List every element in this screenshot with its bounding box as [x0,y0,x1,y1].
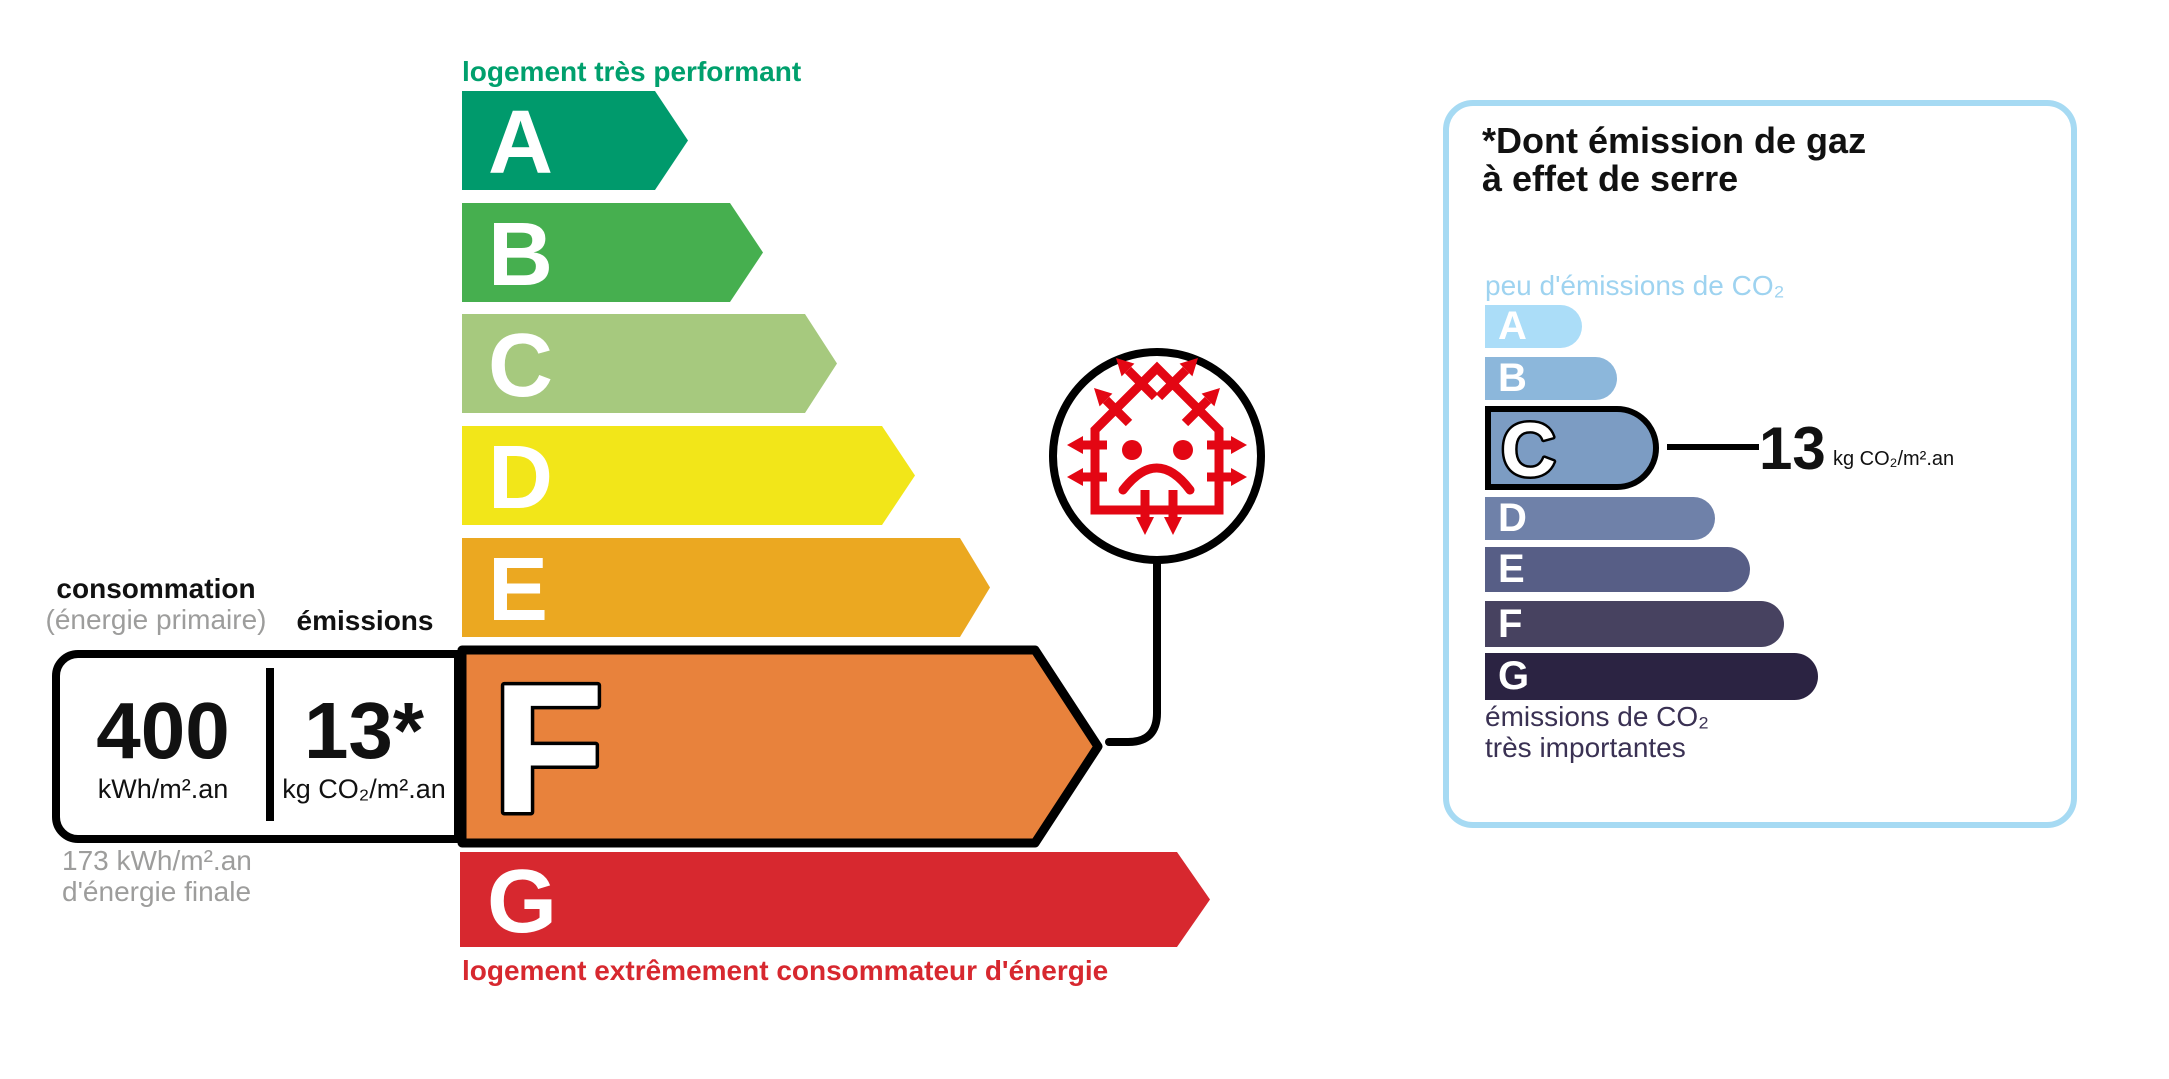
final-energy-line1: 173 kWh/m².an [62,845,252,876]
energy-bar-g [460,852,1210,947]
icon-connector-line [1105,555,1161,746]
co2-bar-b: B [1485,357,1617,400]
energy-bar-b [462,203,763,302]
emissions-cell: 13* kg CO₂/m².an [274,658,454,835]
energy-bar-e [462,538,990,637]
energy-bar-d-letter: D [488,428,553,528]
top-performance-caption: logement très performant [462,56,802,87]
emissions-unit: kg CO₂/m².an [282,773,446,804]
co2-high-emissions-line2: très importantes [1485,732,1686,763]
co2-bar-a-letter: A [1498,304,1527,348]
consumption-value: 400 [96,685,230,775]
co2-bar-g: G [1485,653,1818,700]
co2-low-emissions-caption: peu d'émissions de CO₂ [1485,270,1785,301]
final-energy-line2: d'énergie finale [62,876,252,907]
consumption-cell: 400 kWh/m².an [60,658,266,835]
energy-bar-e-letter: E [488,540,548,640]
energy-bar-a [462,91,688,190]
final-energy-note: 173 kWh/m².an d'énergie finale [62,845,252,907]
co2-rating-letter: C [1501,414,1556,488]
co2-bar-d-letter: D [1498,496,1527,540]
energy-bar-c-letter: C [488,316,553,416]
consumption-header-title: consommation [56,573,256,604]
co2-value-connector-line [1667,444,1759,450]
bottom-consumer-caption: logement extrêmement consommateur d'éner… [462,955,1109,986]
co2-emissions-panel: *Dont émission de gaz à effet de serre p… [1443,100,2077,828]
energy-bar-g-letter: G [487,852,557,952]
energy-bar-a-letter: A [488,93,553,193]
co2-panel-title-line2: à effet de serre [1482,158,1739,199]
energy-bar-c [462,314,837,413]
energy-rating-letter: F [492,645,604,851]
co2-value: 13 [1759,415,1826,482]
value-box-divider [266,668,274,821]
consumption-emissions-value-box: 400 kWh/m².an 13* kg CO₂/m².an [52,650,462,843]
consumption-unit: kWh/m².an [97,773,229,804]
energy-bar-f-selected [457,645,1103,848]
consumption-column-header: consommation (énergie primaire) [30,573,282,635]
consumption-header-subtitle: (énergie primaire) [45,604,267,635]
energy-bar-d [462,426,915,525]
emissions-column-header: émissions [296,605,434,636]
co2-bar-b-letter: B [1498,356,1527,400]
energy-bar-b-letter: B [488,205,553,305]
co2-bar-e: E [1485,547,1750,592]
co2-high-emissions-caption: émissions de CO₂ très importantes [1485,701,1709,763]
co2-high-emissions-line1: émissions de CO₂ [1485,701,1710,732]
co2-bar-c-selected: C [1485,406,1659,490]
emissions-value: 13* [303,685,425,775]
co2-value-unit: kg CO₂/m².an [1833,448,1955,470]
sad-house-energy-leak-icon [1067,358,1247,535]
sad-house-badge-circle [1049,348,1265,564]
co2-bar-d: D [1485,497,1715,540]
co2-bar-a: A [1485,305,1582,348]
co2-panel-title: *Dont émission de gaz à effet de serre [1482,122,1866,198]
co2-bar-f: F [1485,601,1784,647]
co2-bar-g-letter: G [1498,654,1530,698]
co2-panel-title-line1: *Dont émission de gaz [1482,120,1867,161]
co2-bar-e-letter: E [1498,547,1525,591]
co2-bar-f-letter: F [1498,602,1523,646]
co2-rating-letter-graphic: C [1499,414,1559,488]
